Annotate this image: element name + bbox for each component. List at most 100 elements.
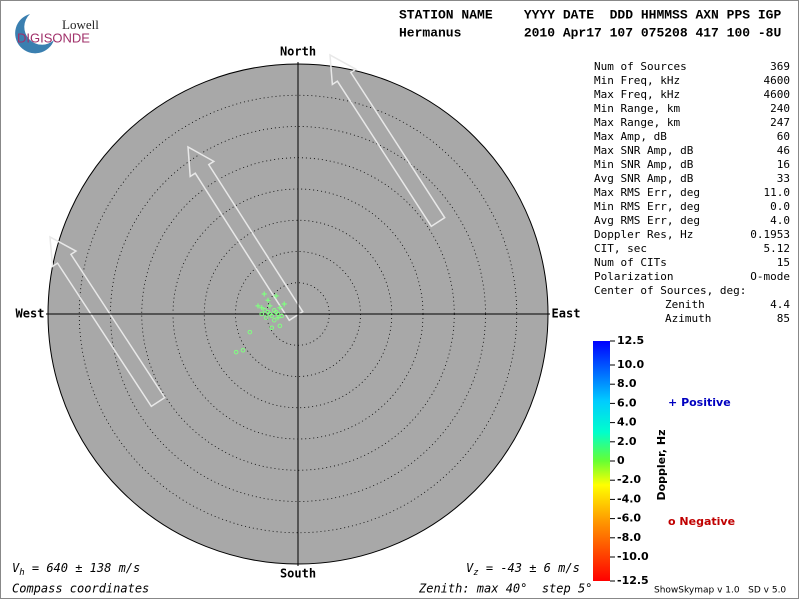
source-point [277,305,283,311]
stat-label: Num of Sources [594,60,687,73]
stat-label: Azimuth [665,312,711,325]
colorbar-tick-label: -12.5 [617,574,649,587]
colorbar-tick-label: -10.0 [617,550,649,563]
legend-entry: + Positive [668,396,731,409]
legend-entry: o Negative [668,515,735,528]
source-point [259,305,265,311]
stat-label: Polarization [594,270,673,283]
source-point [247,329,253,335]
stat-label: Doppler Res, Hz [594,228,693,241]
source-point [281,301,287,307]
direction-label: West [16,307,45,321]
stat-label: Max Range, km [594,116,680,129]
symbol: V [466,561,474,575]
subscript: h [19,568,24,578]
zenith-note: Zenith: max 40° step 5° [418,582,592,596]
stat-label: Min Range, km [594,102,680,115]
stat-value: 0.1953 [750,228,790,241]
stat-value: 4600 [764,74,791,87]
source-point [267,303,273,309]
stat-section: Center of Sources, deg: [594,284,746,297]
source-point [259,311,265,317]
value: = -43 ± 6 m/s [479,561,580,575]
colorbar-tick-label: -2.0 [617,473,641,486]
logo-top: Lowell [62,17,99,32]
stat-value: 369 [770,60,790,73]
stat-value: 16 [777,158,790,171]
stat-value: 85 [777,312,790,325]
source-point [263,315,269,321]
colorbar-tick-label: 8.0 [617,377,637,390]
stat-value: 15 [777,256,790,269]
stat-value: 33 [777,172,790,185]
stat-value: 4600 [764,88,791,101]
stat-label: Min RMS Err, deg [594,200,700,213]
velocity-h: Vh = 640 ± 138 m/s [12,561,140,578]
stat-label: Max Amp, dB [594,130,667,143]
legend-marker: + [668,396,677,409]
source-point [240,347,246,353]
drift-arrow [329,53,446,228]
source-point [273,293,279,299]
source-point [269,325,275,331]
version: ShowSkymap v 1.0 SD v 5.0 [654,586,786,596]
colorbar-tick-label: 12.5 [617,334,644,347]
legend-name: Positive [681,396,731,409]
stat-value: 60 [777,130,790,143]
header-row: Hermanus 2010 Apr17 107 075208 417 100 -… [399,25,781,40]
colorbar-tick-label: 4.0 [617,416,637,429]
colorbar-tick-label: 10.0 [617,358,644,371]
source-point [277,323,283,329]
stat-value: 240 [770,102,790,115]
header-row: STATION NAME YYYY DATE DDD HHMMSS AXN PP… [399,7,781,22]
stat-label: Max Freq, kHz [594,88,680,101]
stat-label: Avg SNR Amp, dB [594,172,694,185]
source-point [261,291,267,297]
symbol: V [12,561,20,575]
stat-label: Zenith [665,298,705,311]
colorbar-tick-label: 0 [617,454,625,467]
source-point [271,317,277,323]
colorbar-tick-label: -4.0 [617,492,641,505]
source-point [265,297,271,303]
stat-value: O-mode [750,270,790,283]
stat-label: CIT, sec [594,242,647,255]
stat-value: 5.12 [764,242,791,255]
colorbar-tick-label: 2.0 [617,435,637,448]
source-point [255,303,261,309]
stat-label: Min SNR Amp, dB [594,158,694,171]
source-point [279,313,285,319]
colorbar [593,341,610,581]
coordinates-note: Compass coordinates [12,582,149,596]
colorbar-tick-label: 6.0 [617,396,637,409]
colorbar-tick-label: -8.0 [617,531,641,544]
stat-label: Num of CITs [594,256,667,269]
stat-label: Min Freq, kHz [594,74,680,87]
colorbar-tick-label: -6.0 [617,512,641,525]
stat-value: 0.0 [770,200,790,213]
legend-marker: o [668,515,676,528]
direction-label: North [280,45,316,59]
logo-bottom: DIGISONDE [17,30,90,45]
source-point [275,311,281,317]
drift-arrow [187,145,304,322]
stat-label: Avg RMS Err, deg [594,214,700,227]
stat-label: Max RMS Err, deg [594,186,700,199]
stat-value: 4.0 [770,214,790,227]
drift-arrow [49,235,166,408]
stat-label: Max SNR Amp, dB [594,144,694,157]
source-point [233,349,239,355]
logo-swoosh [15,14,54,54]
legend-name: Negative [679,515,735,528]
value: = 640 ± 138 m/s [25,561,141,575]
subscript: z [473,568,478,578]
stat-value: 247 [770,116,790,129]
stat-value: 11.0 [764,186,791,199]
direction-label: South [280,567,316,581]
source-point [269,313,275,319]
direction-label: East [552,307,581,321]
velocity-z: Vz = -43 ± 6 m/s [466,561,580,578]
stat-value: 4.4 [770,298,790,311]
